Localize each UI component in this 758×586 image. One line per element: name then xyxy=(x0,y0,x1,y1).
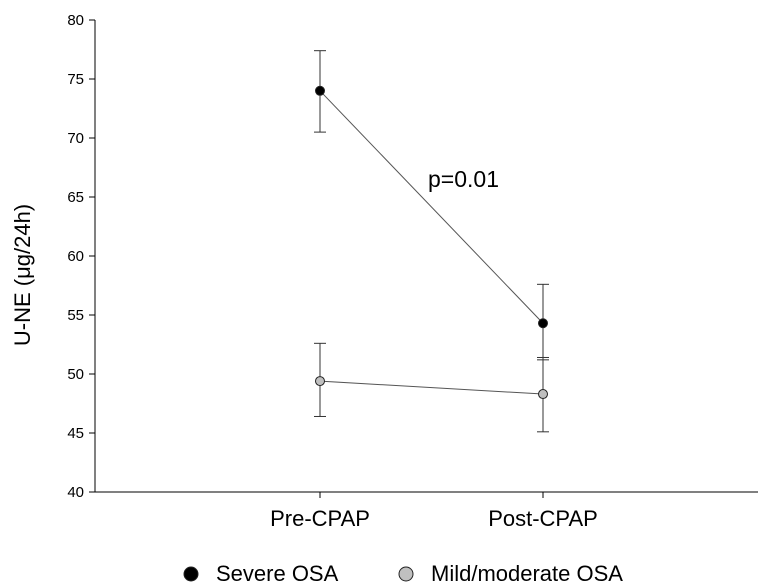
y-tick-label: 55 xyxy=(67,307,84,324)
data-point xyxy=(315,85,325,96)
y-ticks: 40 45 50 55 60 65 70 75 80 xyxy=(67,12,95,501)
y-axis-label: U-NE (μg/24h) xyxy=(10,204,35,346)
legend-entry: Mild/moderate OSA xyxy=(398,561,623,586)
axes xyxy=(94,20,758,493)
x-ticks: Pre-CPAP Post-CPAP xyxy=(270,492,598,531)
series-1 xyxy=(314,342,549,433)
data-point xyxy=(538,389,548,400)
legend-marker xyxy=(398,566,414,582)
legend: Severe OSA Mild/moderate OSA xyxy=(183,561,623,586)
series-layer xyxy=(314,50,549,433)
legend-marker xyxy=(183,566,199,582)
y-tick-label: 45 xyxy=(67,425,84,442)
y-tick-label: 80 xyxy=(67,12,84,29)
y-tick-label: 75 xyxy=(67,71,84,88)
p-value-annotation: p=0.01 xyxy=(428,166,499,192)
legend-entry: Severe OSA xyxy=(183,561,339,586)
legend-label: Mild/moderate OSA xyxy=(431,561,623,586)
x-tick-label: Post-CPAP xyxy=(488,506,598,531)
series-0 xyxy=(314,50,549,361)
y-tick-label: 70 xyxy=(67,130,84,147)
y-tick-label: 40 xyxy=(67,484,84,501)
series-line xyxy=(319,90,544,324)
y-tick-label: 65 xyxy=(67,189,84,206)
y-tick-label: 60 xyxy=(67,248,84,265)
data-point xyxy=(538,318,548,329)
data-point xyxy=(315,376,325,387)
y-tick-label: 50 xyxy=(67,366,84,383)
series-line xyxy=(319,380,544,395)
legend-label: Severe OSA xyxy=(216,561,339,586)
x-tick-label: Pre-CPAP xyxy=(270,506,370,531)
